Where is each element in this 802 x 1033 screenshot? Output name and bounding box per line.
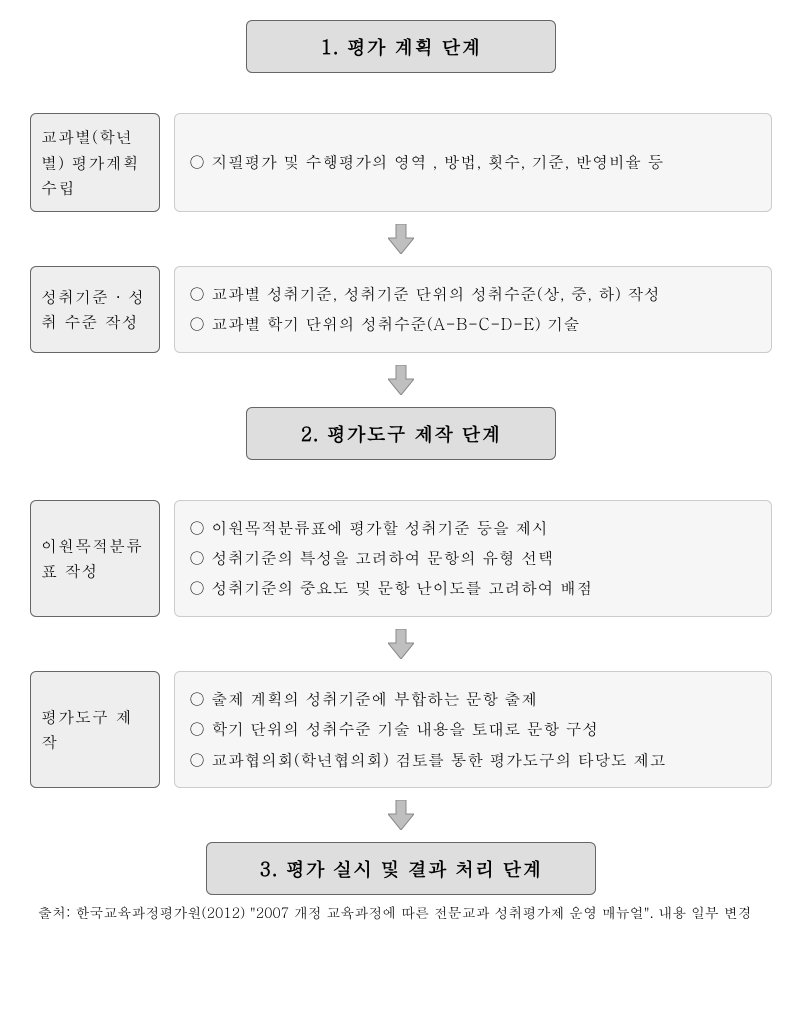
row-4-line-1: ○ 출제 계획의 성취기준에 부합하는 문항 출제 <box>189 684 757 714</box>
row-3-label-box: 이원목적분류표 작성 <box>30 500 160 617</box>
arrow-2 <box>30 365 772 395</box>
row-3-content: ○ 이원목적분류표에 평가할 성취기준 등을 제시 ○ 성취기준의 특성을 고려… <box>174 500 772 617</box>
row-3-line-2: ○ 성취기준의 특성을 고려하여 문항의 유형 선택 <box>189 543 757 573</box>
spacer <box>30 460 772 500</box>
row-4-line-3: ○ 교과협의회(학년협의회) 검토를 통한 평가도구의 타당도 제고 <box>189 745 757 775</box>
row-4-label: 평가도구 제작 <box>41 704 149 755</box>
stage-3-title-box: 3. 평가 실시 및 결과 처리 단계 <box>206 842 596 895</box>
row-1-label: 교과별(학년별) 평가계획 수립 <box>41 124 149 201</box>
row-2-content: ○ 교과별 성취기준, 성취기준 단위의 성취수준(상, 중, 하) 작성 ○ … <box>174 266 772 353</box>
row-2: 성취기준 · 성취 수준 작성 ○ 교과별 성취기준, 성취기준 단위의 성취수… <box>30 266 772 353</box>
arrow-4 <box>30 800 772 830</box>
row-3-label: 이원목적분류표 작성 <box>41 533 149 584</box>
row-4-label-box: 평가도구 제작 <box>30 671 160 788</box>
row-3-line-1: ○ 이원목적분류표에 평가할 성취기준 등을 제시 <box>189 513 757 543</box>
stage-1-title: 1. 평가 계획 단계 <box>321 33 482 60</box>
spacer <box>30 73 772 113</box>
stage-3-title: 3. 평가 실시 및 결과 처리 단계 <box>260 855 543 882</box>
row-1-label-box: 교과별(학년별) 평가계획 수립 <box>30 113 160 212</box>
row-2-label-box: 성취기준 · 성취 수준 작성 <box>30 266 160 353</box>
row-4-line-2: ○ 학기 단위의 성취수준 기술 내용을 토대로 문항 구성 <box>189 714 757 744</box>
row-4-content: ○ 출제 계획의 성취기준에 부합하는 문항 출제 ○ 학기 단위의 성취수준 … <box>174 671 772 788</box>
row-1-line-1: ○ 지필평가 및 수행평가의 영역 , 방법, 횟수, 기준, 반영비율 등 <box>189 147 757 177</box>
row-2-line-1: ○ 교과별 성취기준, 성취기준 단위의 성취수준(상, 중, 하) 작성 <box>189 279 757 309</box>
arrow-1 <box>30 224 772 254</box>
stage-2-title: 2. 평가도구 제작 단계 <box>301 420 502 447</box>
row-3: 이원목적분류표 작성 ○ 이원목적분류표에 평가할 성취기준 등을 제시 ○ 성… <box>30 500 772 617</box>
row-3-line-3: ○ 성취기준의 중요도 및 문항 난이도를 고려하여 배점 <box>189 573 757 603</box>
row-2-label: 성취기준 · 성취 수준 작성 <box>41 284 149 335</box>
stage-2-title-box: 2. 평가도구 제작 단계 <box>246 407 556 460</box>
source-note: 출처: 한국교육과정평가원(2012) "2007 개정 교육과정에 따른 전문… <box>66 901 772 925</box>
arrow-3 <box>30 629 772 659</box>
row-4: 평가도구 제작 ○ 출제 계획의 성취기준에 부합하는 문항 출제 ○ 학기 단… <box>30 671 772 788</box>
stage-1-title-box: 1. 평가 계획 단계 <box>246 20 556 73</box>
row-1: 교과별(학년별) 평가계획 수립 ○ 지필평가 및 수행평가의 영역 , 방법,… <box>30 113 772 212</box>
row-2-line-2: ○ 교과별 학기 단위의 성취수준(A-B-C-D-E) 기술 <box>189 309 757 339</box>
row-1-content: ○ 지필평가 및 수행평가의 영역 , 방법, 횟수, 기준, 반영비율 등 <box>174 113 772 212</box>
